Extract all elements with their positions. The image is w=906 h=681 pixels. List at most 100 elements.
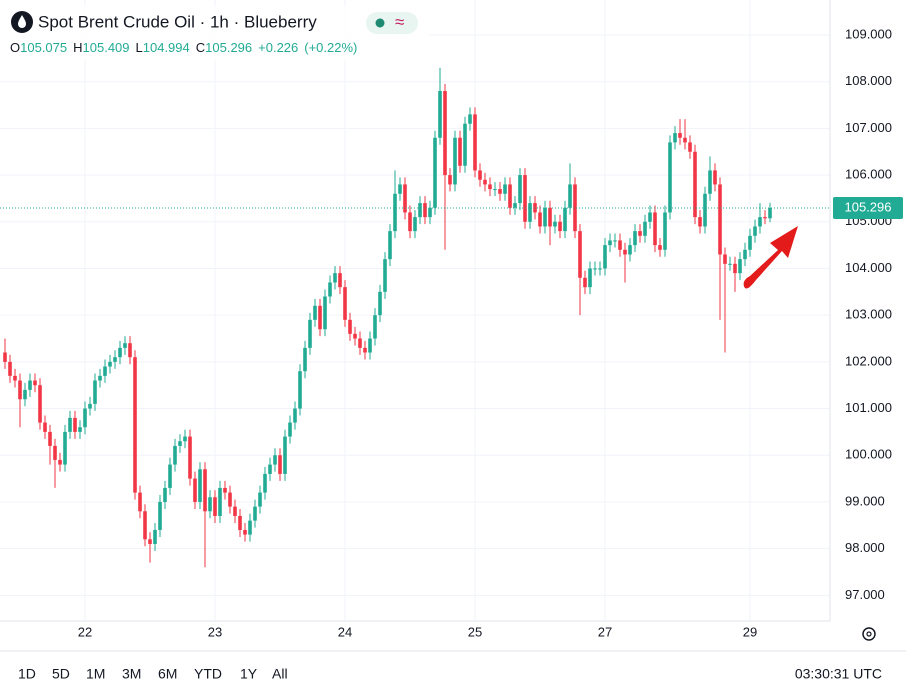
candle-body [238,515,242,530]
candle-body [143,511,147,540]
candle-body [453,137,457,185]
candle-body [153,529,157,544]
y-tick-label: 102.000 [845,353,892,368]
candle-body [483,179,487,185]
clock: 03:30:31 UTC [795,666,882,681]
timeframe-button[interactable]: 1D [18,666,36,681]
candle-body [603,245,607,269]
candle-body [103,366,107,376]
candle-body [608,240,612,246]
timeframe-button[interactable]: 1M [86,666,105,681]
candle-body [448,175,452,185]
candle-body [163,487,167,502]
candle-body [388,231,392,260]
ohlc-label: H [73,40,82,55]
candle-body [63,431,67,465]
candle-body [508,184,512,208]
candle-body [118,347,122,358]
candle-body [618,240,622,250]
y-tick-label: 98.000 [845,540,885,555]
timeframe-button[interactable]: YTD [194,666,222,681]
ohlc-value: 105.409 [83,40,130,55]
chart-title: Spot Brent Crude Oil · 1h · Blueberry [38,12,317,31]
candle-body [503,184,507,194]
last-price-label: 105.296 [845,199,892,214]
candle-body [763,217,767,219]
grid [0,0,830,621]
x-tick-label: 22 [78,624,92,639]
timeframe-button[interactable]: 3M [122,666,141,681]
candle-body [338,273,342,288]
y-tick-label: 108.000 [845,73,892,88]
ohlc-legend: O105.075 H105.409 L104.994 C105.296 +0.226 (+… [10,40,357,55]
ohlc-label: C [196,40,205,55]
x-tick-label: 23 [208,624,222,639]
candle-body [138,492,142,512]
candle-body [683,137,687,143]
candle-body [573,184,577,232]
candle-body [678,133,682,138]
candle-body [633,231,637,246]
candle-body [653,212,657,246]
candle-body [438,91,442,138]
candle-body [363,347,367,353]
candle-body [218,487,222,516]
candle-body [253,506,257,521]
header: Spot Brent Crude Oil · 1h · Blueberry ≈ … [0,6,430,60]
candle-body [688,142,692,152]
candle-body [728,263,732,265]
candle-body [148,539,152,544]
gear-hub [866,631,872,637]
timeframe-button[interactable]: 5D [52,666,70,681]
x-tick-label: 24 [338,624,352,639]
candle-body [758,217,762,227]
candle-body [708,170,712,194]
candle-body [458,137,462,166]
indicator-symbol: ≈ [395,12,404,31]
candle-body [193,478,197,502]
timeframe-button[interactable]: All [272,666,288,681]
candle-body [68,417,72,432]
candle-body [663,212,667,250]
last-price-tag [833,196,903,219]
candle-body [578,231,582,278]
candle-body [528,203,532,222]
candle-body [473,114,477,171]
candle-body [78,427,82,432]
candle-body [743,249,747,260]
candle-body [313,305,317,320]
candle-body [273,455,277,465]
candle-body [598,268,602,270]
candle-body [393,193,397,232]
candle-body [123,343,127,348]
status-pill[interactable] [366,12,418,34]
candle-body [298,371,302,409]
candle-body [383,259,387,292]
candle-body [463,123,467,166]
timeframe-button[interactable]: 1Y [240,666,258,681]
y-tick-label: 104.000 [845,260,892,275]
candle-body [168,464,172,488]
candle-body [348,319,352,334]
candle-body [593,268,597,270]
candle-body [113,357,117,362]
candle-body [423,203,427,218]
candle-body [398,184,402,194]
candle-body [258,492,262,507]
settings-icon[interactable] [862,627,876,641]
candle-body [33,380,37,386]
candle-body [623,249,627,255]
candle-body [28,380,32,390]
candle-body [698,217,702,227]
candle-body [133,357,137,493]
gear[interactable] [862,627,876,641]
candle-body [613,240,617,242]
timeframe-button[interactable]: 6M [158,666,177,681]
candle-body [248,520,252,535]
candle-body [563,207,567,232]
candle-body [583,277,587,288]
candle-body [8,361,12,376]
y-tick-label: 103.000 [845,307,892,322]
candle-body [233,506,237,516]
